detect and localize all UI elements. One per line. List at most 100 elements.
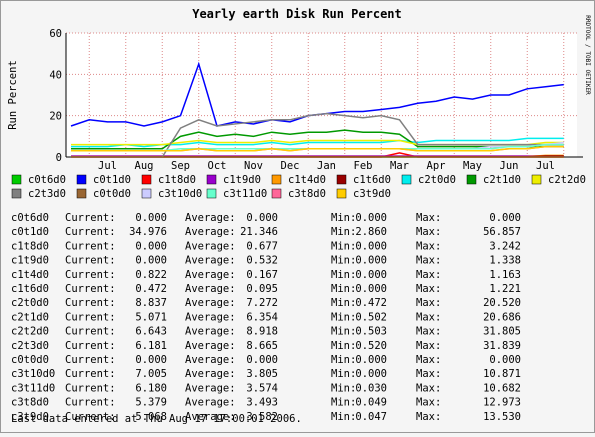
stat-label: Current: <box>65 269 116 281</box>
x-tick-label: Oct <box>208 160 227 172</box>
stat-value: 0.000 <box>135 240 167 252</box>
side-text: RRDTOOL / TOBI OETIKER <box>584 15 591 95</box>
stat-value: 8.837 <box>135 297 167 309</box>
stat-label: Max: <box>416 326 441 338</box>
stat-label: Max: <box>416 297 441 309</box>
stat-name: c2t3d0 <box>11 340 49 352</box>
stat-label: Max: <box>416 255 441 267</box>
stat-label: Min: <box>331 368 356 380</box>
legend-swatch <box>466 174 477 185</box>
stat-value: 0.049 <box>355 397 387 409</box>
stat-name: c0t1d0 <box>11 226 49 238</box>
x-tick-label: Jul <box>98 160 117 172</box>
stat-name: c1t9d0 <box>11 255 49 267</box>
stat-label: Current: <box>65 255 116 267</box>
x-tick-label: Jan <box>317 160 336 172</box>
stat-value: 3.805 <box>246 368 278 380</box>
stat-value: 3.582 <box>246 411 278 423</box>
stat-label: Current: <box>65 397 116 409</box>
stat-value: 0.532 <box>246 255 278 267</box>
stat-value: 10.682 <box>483 382 521 394</box>
stat-value: 5.068 <box>135 411 167 423</box>
stat-value: 8.918 <box>246 326 278 338</box>
stat-label: Average: <box>185 212 236 224</box>
stat-label: Min: <box>331 397 356 409</box>
stat-value: 6.643 <box>135 326 167 338</box>
x-tick-label: May <box>463 160 482 172</box>
stat-label: Min: <box>331 240 356 252</box>
legend-label: c2t0d0 <box>418 174 456 186</box>
stat-value: 5.379 <box>135 397 167 409</box>
stat-value: 6.354 <box>246 311 278 323</box>
stat-label: Min: <box>331 297 356 309</box>
stat-label: Current: <box>65 297 116 309</box>
stat-value: 0.000 <box>355 212 387 224</box>
stat-value: 0.000 <box>355 240 387 252</box>
stat-value: 12.973 <box>483 397 521 409</box>
stat-value: 3.574 <box>246 382 278 394</box>
stat-label: Current: <box>65 311 116 323</box>
stat-value: 6.180 <box>135 382 167 394</box>
legend-swatch <box>76 174 87 185</box>
stat-label: Average: <box>185 382 236 394</box>
stat-value: 0.472 <box>135 283 167 295</box>
legend-swatch <box>11 188 22 199</box>
stat-label: Average: <box>185 283 236 295</box>
stat-label: Min: <box>331 411 356 423</box>
x-tick-label: Dec <box>281 160 300 172</box>
stat-value: 1.221 <box>489 283 521 295</box>
stat-label: Average: <box>185 311 236 323</box>
legend-label: c2t1d0 <box>483 174 521 186</box>
stat-label: Average: <box>185 397 236 409</box>
stat-value: 20.686 <box>483 311 521 323</box>
stat-name: c1t6d0 <box>11 283 49 295</box>
stat-label: Current: <box>65 411 116 423</box>
legend-label: c1t8d0 <box>158 174 196 186</box>
legend-label: c2t2d0 <box>548 174 586 186</box>
stat-label: Average: <box>185 354 236 366</box>
stat-value: 0.677 <box>246 240 278 252</box>
stat-label: Current: <box>65 283 116 295</box>
stat-value: 3.242 <box>489 240 521 252</box>
stat-name: c2t2d0 <box>11 326 49 338</box>
stat-label: Min: <box>331 226 356 238</box>
stat-value: 20.520 <box>483 297 521 309</box>
stat-value: 0.000 <box>489 354 521 366</box>
series-line <box>71 129 564 150</box>
stat-value: 0.167 <box>246 269 278 281</box>
stat-label: Max: <box>416 411 441 423</box>
stat-value: 0.000 <box>135 255 167 267</box>
stat-label: Min: <box>331 311 356 323</box>
stat-value: 0.472 <box>355 297 387 309</box>
stat-value: 2.860 <box>355 226 387 238</box>
legend-swatch <box>141 174 152 185</box>
stat-value: 1.338 <box>489 255 521 267</box>
series-line <box>71 145 564 152</box>
stat-value: 0.000 <box>355 283 387 295</box>
legend-label: c1t4d0 <box>288 174 326 186</box>
stat-name: c1t8d0 <box>11 240 49 252</box>
stat-label: Min: <box>331 340 356 352</box>
stat-value: 3.493 <box>246 397 278 409</box>
stat-value: 0.000 <box>135 212 167 224</box>
y-axis-label: Run Percent <box>7 60 19 130</box>
stat-name: c3t11d0 <box>11 382 55 394</box>
stat-value: 0.000 <box>355 354 387 366</box>
stat-label: Average: <box>185 255 236 267</box>
stat-label: Average: <box>185 226 236 238</box>
stat-label: Min: <box>331 382 356 394</box>
stat-label: Max: <box>416 240 441 252</box>
legend-swatch <box>531 174 542 185</box>
stat-value: 0.000 <box>246 354 278 366</box>
x-tick-label: Jun <box>500 160 519 172</box>
legend-label: c3t11d0 <box>223 188 267 200</box>
stat-label: Max: <box>416 283 441 295</box>
stat-value: 0.520 <box>355 340 387 352</box>
legend-label: c3t8d0 <box>288 188 326 200</box>
stat-label: Max: <box>416 226 441 238</box>
stat-value: 0.822 <box>135 269 167 281</box>
stat-label: Min: <box>331 255 356 267</box>
x-tick-label: Feb <box>354 160 373 172</box>
legend-swatch <box>206 174 217 185</box>
